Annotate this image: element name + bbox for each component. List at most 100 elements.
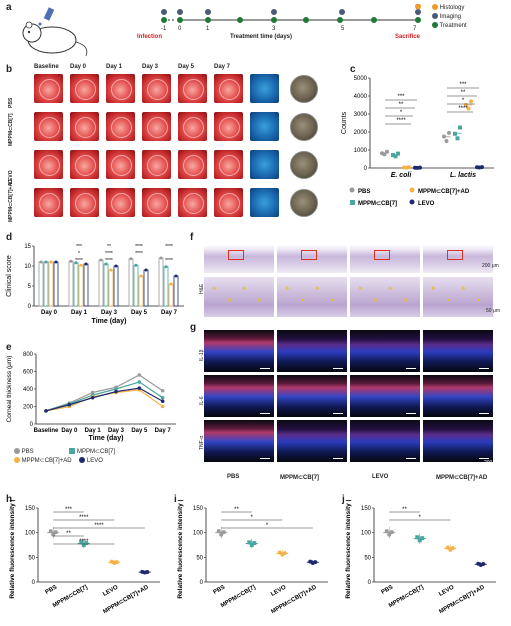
bar [173,275,179,307]
panel-label-h: h [6,494,13,505]
scale-bar [479,368,489,369]
sig-label: **** [79,515,89,521]
legend-label: LEVO [418,201,435,207]
infection-label: Infection [137,34,162,40]
panel-label-f: f [190,232,194,243]
legend-marker [350,200,355,205]
bar [38,261,44,307]
imaging-dot [415,9,421,15]
data-point [145,570,150,575]
infiltrate-marker: ➤ [300,298,306,304]
y-tick-label: 100 [193,531,204,537]
y-tick-label: 1000 [354,148,368,154]
photo-col-header: Day 1 [106,64,123,70]
treatment-dot [415,17,421,23]
infiltrate-marker: ➤ [285,286,291,292]
tick-3: 3 [272,26,276,32]
scale-bar [406,368,416,369]
bar [163,266,169,307]
bar [53,261,59,307]
panel-label-g: g [190,322,197,333]
photo-col-header: Day 5 [178,64,195,70]
bar-point [39,260,43,264]
y-tick-label: 0 [28,304,32,310]
eye-photo [34,188,63,217]
group-legend: PBS MPPM⊂CB[7] MPPM⊂CB[7]+AD LEVO [14,448,115,466]
limbus-ring [75,193,96,214]
eye-photo [142,74,171,103]
bar [138,275,144,307]
data-point [313,560,318,565]
limbus-ring [147,79,168,100]
sig-label: **** [458,106,468,112]
fluorescein-photo [250,74,279,103]
data-point [51,532,56,537]
series-point [137,373,142,377]
bar [158,257,164,307]
fluorescein-photo [250,188,279,217]
y-tick-label: 50 [364,555,371,561]
infiltrate-marker: ➤ [315,286,321,292]
panel-label-i: i [174,494,177,505]
photo-col-header: Day 0 [70,64,87,70]
series-point [160,399,165,404]
data-point [53,530,58,535]
series-line [45,389,164,412]
infiltrate-marker: ➤ [476,298,482,304]
x-tick-label: Day 0 [41,310,58,316]
y-axis-label: Corneal thickness (μm) [6,356,13,423]
x-tick-label: PBS [213,585,227,596]
sig-label: **** [135,251,143,257]
data-point [282,551,287,556]
timeline-legend: Histology Imaging Treatment [432,4,467,31]
data-point [481,562,486,567]
he-zoom-box [301,250,317,260]
y-axis-label: Relative fluorescence intensity (%) [345,500,352,599]
fluorescein-photo [250,150,279,179]
scale-bar [479,413,489,414]
photo-row-label: MPPM⊂CB[7]+AD [8,179,14,222]
legend-label: MPPM⊂CB[7]+AD [418,189,470,195]
treatment-dot [237,17,243,23]
legend-marker [349,187,355,193]
eye-photo [178,150,207,179]
limbus-ring [219,79,240,100]
data-point [420,536,425,541]
eye-photo [70,112,99,141]
bar [128,258,134,307]
y-tick-label: 600 [23,370,34,376]
data-point [466,106,471,111]
y-tick-label: 200 [23,405,34,411]
scale-bar [260,368,270,369]
treatment-dot [371,17,377,23]
series-point [114,389,118,394]
tick-1: 1 [206,26,210,32]
if-col-levo: LEVO [372,474,389,480]
data-point [444,139,449,143]
data-point [385,149,389,154]
limbus-ring [219,155,240,176]
sig-label: * [251,515,254,521]
sig-label: **** [75,258,83,264]
if-image [204,420,274,462]
if-image [350,375,420,417]
infiltrate-marker: ➤ [330,298,336,304]
limbus-ring [75,79,96,100]
timeline [161,4,421,23]
eye-photo [178,188,207,217]
data-point [114,560,119,565]
y-axis-label: Relative fluorescence intensity (%) [9,500,16,599]
bar [43,261,49,307]
photo-row-label: MPPM⊂CB[7] [8,113,14,146]
data-point [418,165,422,170]
photo-col-header: Day 7 [214,64,231,70]
limbus-ring [111,117,132,138]
eye-photo [214,112,243,141]
bar [78,264,84,307]
data-point [393,154,398,159]
data-point [455,136,460,141]
category-label: E. coli [391,172,413,179]
eye-photo [70,150,99,179]
panel-label-a: a [6,2,12,13]
data-point [252,541,257,546]
